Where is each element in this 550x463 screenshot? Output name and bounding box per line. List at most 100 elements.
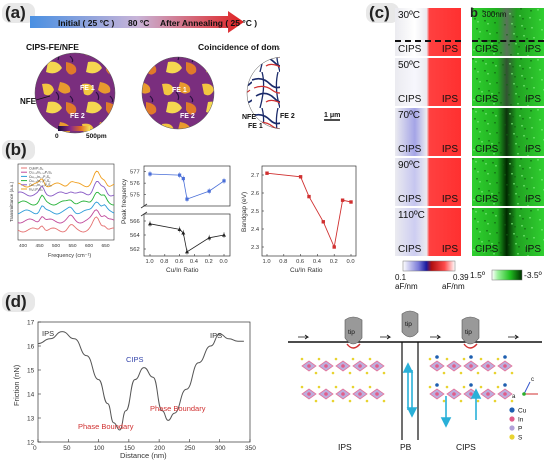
friction-xtick: 250: [184, 445, 195, 452]
ips-region-label: IPS: [441, 244, 458, 255]
friction-xlabel: Distance (nm): [120, 451, 167, 460]
spectrum-line: [17, 170, 115, 188]
friction-angle-map-tile: CIPS IPS: [472, 108, 544, 156]
panel-bb-letter: b: [470, 5, 478, 20]
panel-d-letter: (d): [5, 292, 27, 311]
bandgap-ytick: 2.7: [251, 173, 259, 179]
ips-region-label: IPS: [524, 94, 541, 105]
capacitance-map-tile: 70ºC CIPS IPS: [395, 108, 461, 156]
temperature-label: 90ºC: [398, 160, 420, 171]
cips-region-label: CIPS: [398, 144, 422, 155]
friction-xtick: 50: [63, 445, 71, 452]
bandgap-ylabel: Bandgap (eV): [241, 192, 248, 232]
panel-a-figure: Initial ( 25 °C ) 80 °C After Annealing …: [20, 11, 280, 140]
tip-label-cips: tip: [465, 329, 472, 336]
cips-region-label: CIPS: [475, 94, 499, 105]
cips-region-label: CIPS: [398, 194, 422, 205]
spectrum-line: [17, 181, 115, 197]
bandgap-chart: 2.7 2.6 2.5 2.4 2.3 1.0 0.8 0.6 0.4 0.2 0.0 Bandga…: [241, 165, 357, 274]
bandgap-ytick: 2.3: [251, 245, 259, 251]
c-colorbar-unit-right: aF/nm: [442, 282, 465, 291]
panel-c-letter: (c): [369, 3, 390, 22]
spectra-xtick: 650: [102, 243, 110, 249]
scalebar-label: 1 μm: [324, 112, 340, 119]
capacitance-map-tile: 110ºC CIPS IPS: [395, 208, 461, 256]
ips-region-label: IPS: [524, 194, 541, 205]
temperature-label: 70ºC: [398, 110, 420, 121]
annotation-cips: CIPS: [126, 355, 144, 364]
pfm-map-annealed: [141, 56, 215, 130]
bandgap-ytick: 2.4: [251, 227, 260, 233]
spectra-legend-entry: In₄/₃P₂S₆: [29, 187, 43, 191]
friction-ytick: 12: [27, 440, 35, 447]
bandgap-point: [298, 175, 303, 179]
cips-region-label: CIPS: [398, 244, 422, 255]
annotation-ips-right: IPS: [210, 331, 222, 340]
ips-region-label: IPS: [441, 194, 458, 205]
friction-xtick: 350: [245, 445, 256, 452]
friction-ylabel: Friction (nN): [12, 364, 21, 406]
bandgap-xtick: 0.4: [313, 259, 322, 265]
atom-legend-swatch: [509, 407, 515, 413]
ips-region-label: IPS: [524, 44, 541, 55]
label-nfe: NFE: [20, 97, 37, 106]
spectrum-line: [17, 191, 115, 206]
panel-a-left-title: CIPS-FE/NFE: [26, 42, 79, 52]
bandgap-xtick: 0.2: [330, 259, 338, 265]
spectra-ylabel: Transmittance (a.u.): [9, 181, 14, 222]
peak-ylabel: Peak frequency: [121, 178, 128, 224]
spectra-legend-entry: Cu₀.₂In₁.₂₆P₂S₆: [29, 183, 52, 187]
peak-xtick: 0.8: [160, 259, 168, 265]
friction-xtick: 100: [94, 445, 105, 452]
temperature-label: 50ºC: [398, 60, 420, 71]
friction-xtick: 300: [215, 445, 226, 452]
spectra-xtick: 550: [69, 243, 77, 249]
spectra-legend-entry: Cu₀.₈In₁.₀₄P₂S₆: [29, 171, 53, 175]
friction-ytick: 13: [27, 416, 35, 423]
annotation-phase-boundary-2: Phase Boundary: [150, 404, 206, 413]
ir-spectra-chart: CuInP₂S₆Cu₀.₈In₁.₀₄P₂S₆Cu₀.₆In₁.₁P₂S₆Cu₀…: [9, 163, 115, 259]
label-fe1-right: FE 1: [248, 123, 263, 130]
peak-ytick: 576: [130, 181, 140, 187]
ips-region-label: IPS: [524, 144, 541, 155]
peak-xtick: 0.0: [220, 259, 228, 265]
label-fe2-annealed: FE 2: [180, 113, 195, 120]
peak-ytick: 566: [130, 219, 140, 225]
bandgap-point: [349, 200, 353, 204]
ips-region-label: IPS: [441, 44, 458, 55]
bandgap-point: [340, 198, 345, 202]
axis-c-label: c: [531, 377, 534, 383]
annotation-phase-boundary-1: Phase Boundary: [78, 422, 134, 431]
cips-region-label: CIPS: [475, 244, 499, 255]
friction-line: [37, 331, 244, 431]
bandgap-xtick: 1.0: [263, 259, 271, 265]
friction-xtick: 200: [154, 445, 165, 452]
annotation-ips-left: IPS: [42, 329, 54, 338]
scale-label: 300nm: [482, 10, 507, 19]
spectrum-line: [17, 216, 115, 233]
label-fe2: FE 2: [70, 113, 85, 120]
peak-ytick: 577: [130, 170, 140, 176]
spectra-xlabel: Frequency (cm⁻¹): [48, 253, 91, 259]
friction-angle-map-tile: CIPS IPS: [472, 58, 544, 106]
peak-series-line: [149, 173, 225, 200]
peak-ytick: 562: [130, 247, 140, 253]
bandgap-xtick: 0.8: [279, 259, 287, 265]
bandgap-point: [307, 194, 311, 199]
bandgap-ytick: 2.5: [251, 209, 259, 215]
schematic-label-cips: CIPS: [456, 442, 476, 452]
friction-angle-map-tile: CIPS IPS: [472, 158, 544, 206]
friction-ytick: 15: [27, 368, 35, 375]
friction-profile-chart: 12 13 14 15 16 17 0 50 100 150 200 250 300 350 Fricti…: [12, 320, 256, 461]
atom-legend-label: P: [518, 426, 522, 433]
arrow-right-label: After Annealing ( 25 °C ): [160, 18, 257, 28]
ips-region-label: IPS: [441, 144, 458, 155]
schematic-label-ips: IPS: [338, 442, 352, 452]
bandgap-point: [265, 171, 269, 175]
spectrum-line: [17, 201, 115, 215]
friction-ytick: 16: [27, 344, 35, 351]
atom-legend-label: S: [518, 435, 523, 442]
peak-xtick: 1.0: [146, 259, 154, 265]
pfm-map-initial: [34, 52, 116, 134]
panel-b-letter: (b): [5, 140, 27, 159]
